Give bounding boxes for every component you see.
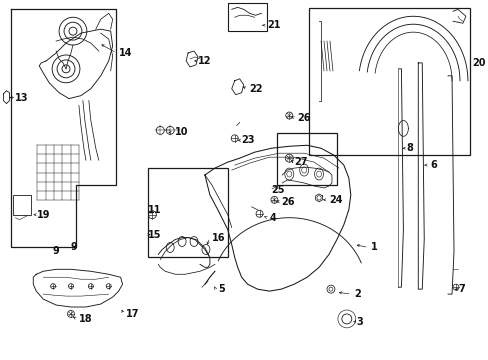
- Text: 9: 9: [53, 247, 60, 256]
- Text: 20: 20: [471, 58, 485, 68]
- Text: 22: 22: [249, 84, 263, 94]
- Bar: [13, 195, 31, 215]
- Text: 4: 4: [269, 213, 276, 223]
- Text: 10: 10: [175, 127, 188, 138]
- Bar: [227, 3, 267, 31]
- Text: 26: 26: [297, 113, 310, 123]
- Bar: [308, 8, 469, 155]
- Text: 17: 17: [125, 309, 139, 319]
- Text: 9: 9: [71, 243, 78, 252]
- Text: 24: 24: [328, 195, 342, 205]
- Text: 18: 18: [79, 314, 92, 324]
- Text: 15: 15: [148, 230, 162, 239]
- Text: 1: 1: [370, 243, 377, 252]
- Text: 25: 25: [271, 185, 285, 195]
- Text: 8: 8: [406, 143, 412, 153]
- Text: 3: 3: [356, 317, 363, 327]
- Text: 13: 13: [16, 93, 29, 103]
- Text: 27: 27: [294, 157, 307, 167]
- Bar: [148, 168, 227, 257]
- Text: 2: 2: [353, 289, 360, 299]
- Text: 16: 16: [211, 233, 225, 243]
- Text: 6: 6: [429, 160, 436, 170]
- Text: 26: 26: [281, 197, 294, 207]
- Text: 7: 7: [457, 284, 464, 294]
- Text: 19: 19: [37, 210, 51, 220]
- Text: 14: 14: [119, 48, 132, 58]
- Text: 21: 21: [267, 20, 281, 30]
- Text: 12: 12: [198, 56, 211, 66]
- Text: 11: 11: [148, 205, 162, 215]
- Bar: [277, 133, 336, 185]
- Text: 5: 5: [217, 284, 224, 294]
- Text: 23: 23: [241, 135, 255, 145]
